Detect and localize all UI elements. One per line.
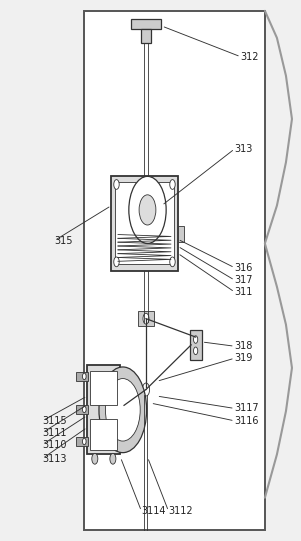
Text: 313: 313 bbox=[235, 144, 253, 154]
Circle shape bbox=[139, 195, 156, 225]
Circle shape bbox=[143, 313, 149, 324]
Circle shape bbox=[114, 180, 119, 189]
Text: 3115: 3115 bbox=[42, 416, 67, 426]
Bar bbox=[178, 226, 184, 242]
Circle shape bbox=[170, 180, 175, 189]
Circle shape bbox=[110, 453, 116, 464]
Text: 316: 316 bbox=[235, 263, 253, 273]
Circle shape bbox=[92, 453, 98, 464]
Text: 318: 318 bbox=[235, 341, 253, 351]
Text: 3114: 3114 bbox=[141, 506, 166, 516]
Bar bbox=[87, 365, 120, 454]
Bar bbox=[90, 419, 117, 450]
Circle shape bbox=[194, 336, 198, 344]
Text: 311: 311 bbox=[235, 287, 253, 297]
Text: 3110: 3110 bbox=[42, 440, 67, 450]
Text: 3112: 3112 bbox=[169, 506, 193, 516]
Circle shape bbox=[114, 257, 119, 267]
Circle shape bbox=[142, 383, 150, 396]
Text: 312: 312 bbox=[241, 52, 259, 62]
Circle shape bbox=[170, 257, 175, 267]
Bar bbox=[84, 11, 265, 530]
Text: 3116: 3116 bbox=[235, 416, 259, 426]
Bar bbox=[90, 372, 117, 405]
Bar bbox=[76, 437, 88, 446]
Circle shape bbox=[82, 373, 86, 380]
Bar bbox=[111, 176, 178, 270]
Text: 3117: 3117 bbox=[235, 404, 259, 413]
Text: 3113: 3113 bbox=[42, 454, 67, 464]
Text: 317: 317 bbox=[235, 275, 253, 285]
Circle shape bbox=[193, 332, 199, 342]
Text: 319: 319 bbox=[235, 353, 253, 363]
Circle shape bbox=[129, 176, 166, 243]
Bar bbox=[115, 182, 174, 264]
Circle shape bbox=[82, 406, 86, 413]
Text: 3111: 3111 bbox=[42, 428, 67, 438]
Text: 315: 315 bbox=[54, 236, 73, 246]
Bar bbox=[141, 29, 151, 43]
Circle shape bbox=[194, 347, 198, 355]
Circle shape bbox=[99, 367, 147, 453]
Bar bbox=[138, 311, 154, 326]
Circle shape bbox=[82, 438, 86, 445]
Circle shape bbox=[105, 379, 140, 441]
Bar bbox=[76, 405, 88, 414]
Bar bbox=[190, 330, 202, 360]
Bar bbox=[76, 372, 88, 381]
Bar bbox=[131, 19, 161, 29]
